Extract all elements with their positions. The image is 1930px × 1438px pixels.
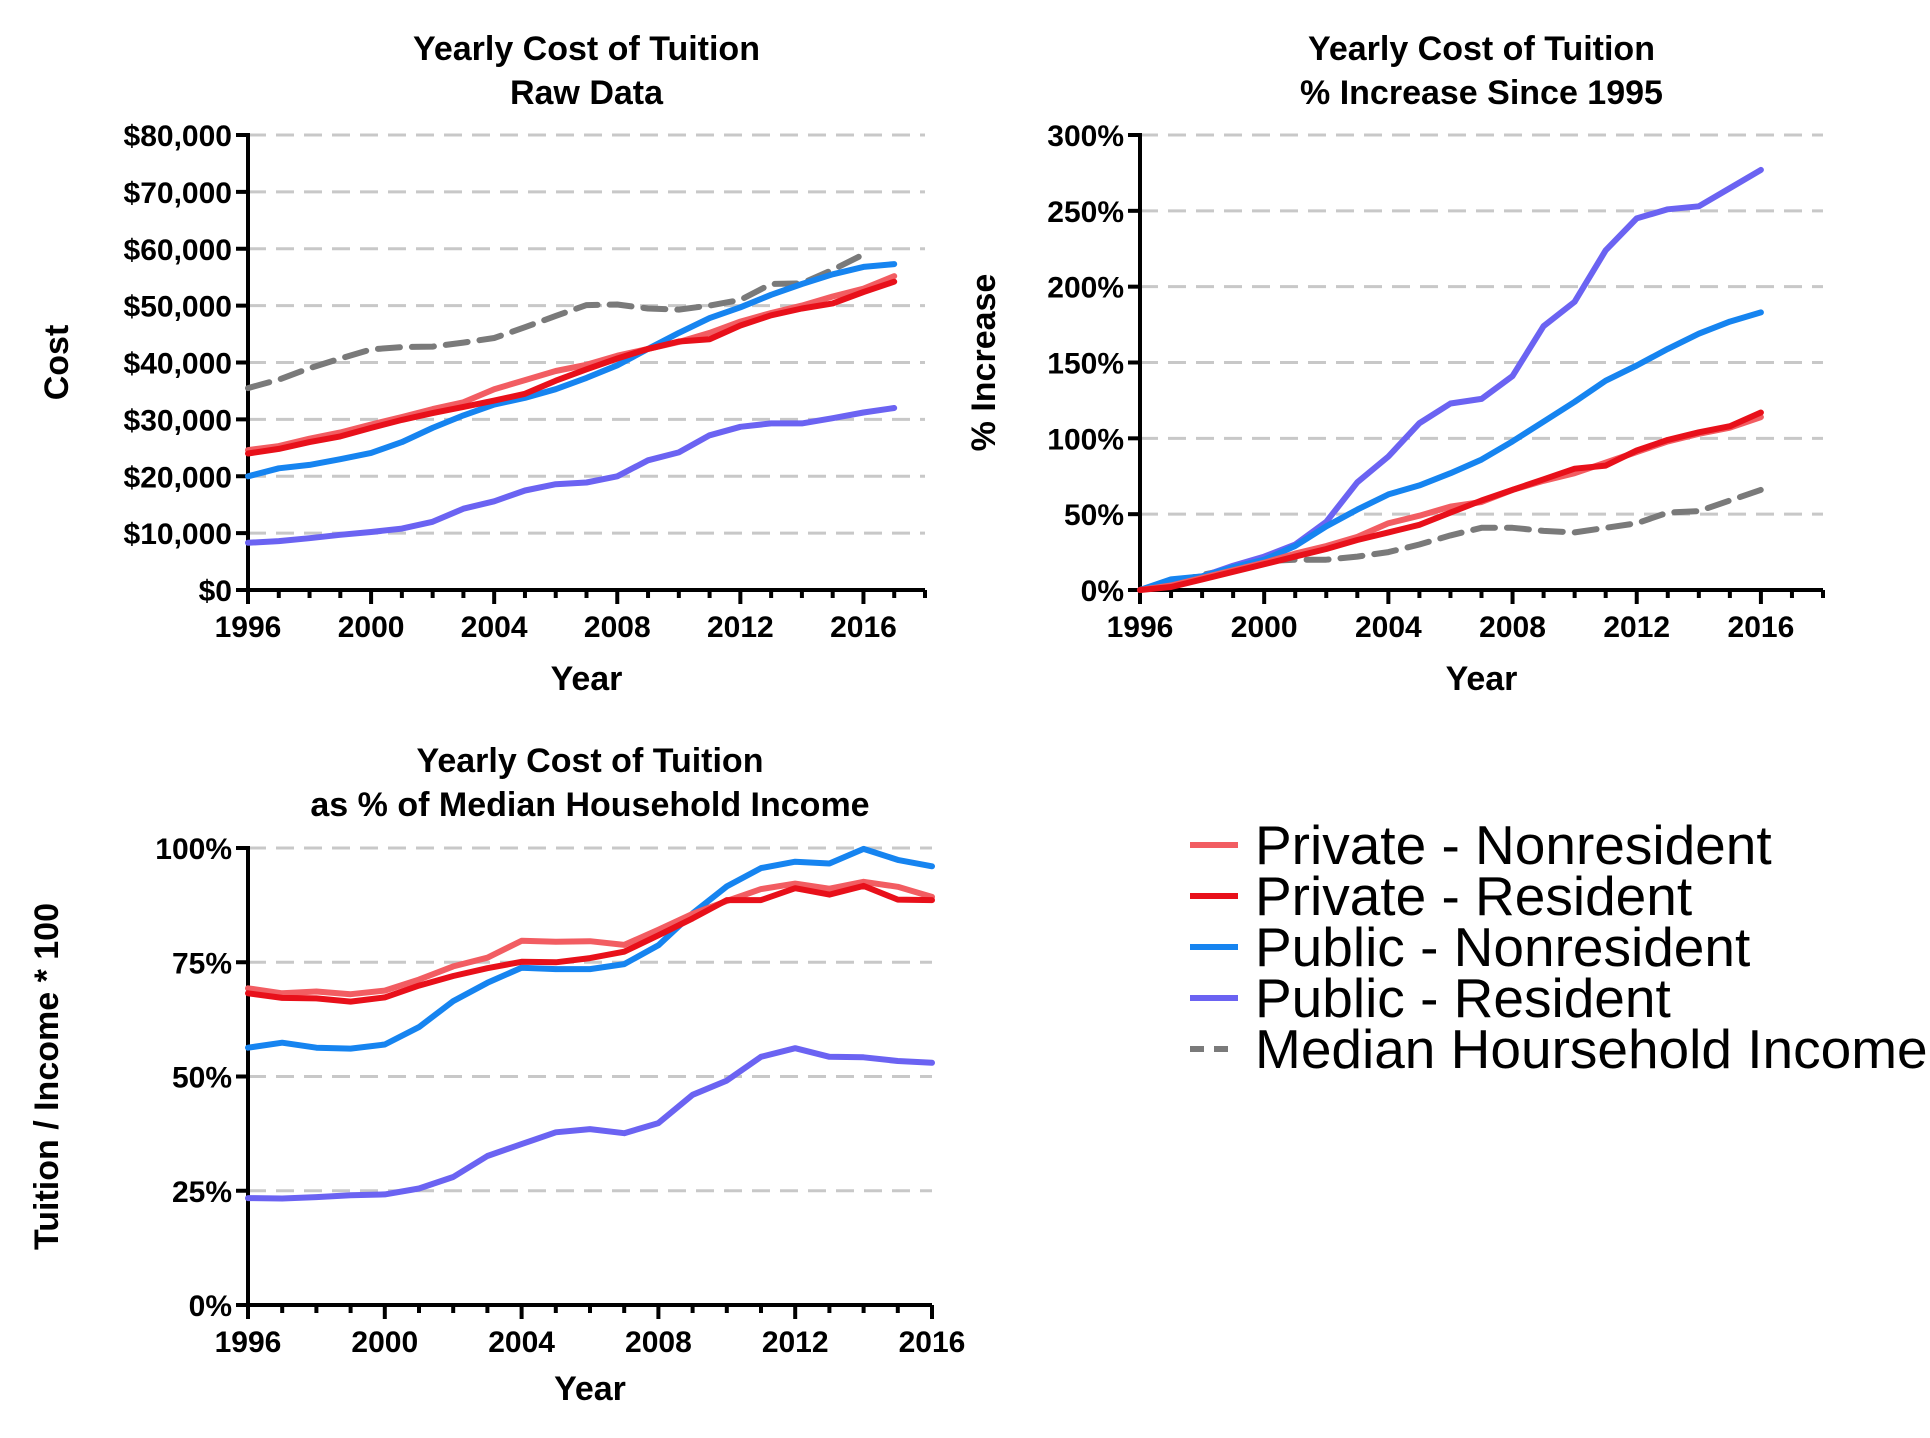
series-line-public-nonresident bbox=[245, 261, 898, 480]
series-line-private-resident bbox=[1137, 409, 1764, 593]
chart-percent-increase: Yearly Cost of Tuition % Increase Since 1… bbox=[965, 30, 1825, 698]
x-tick-label: 2004 bbox=[488, 1326, 555, 1359]
y-tick-label: 250% bbox=[1047, 196, 1124, 229]
y-tick-label: $60,000 bbox=[124, 234, 232, 267]
x-tick-label: 2012 bbox=[707, 611, 774, 644]
chart-title-line: Raw Data bbox=[510, 74, 664, 112]
x-tick-label: 2000 bbox=[351, 1326, 418, 1359]
y-tick-label: $50,000 bbox=[124, 291, 232, 324]
series-line-public-nonresident bbox=[1137, 309, 1764, 593]
series-line-public-nonresident bbox=[245, 845, 935, 1052]
x-tick-label: 2004 bbox=[1355, 611, 1422, 644]
y-tick-label: 200% bbox=[1047, 272, 1124, 305]
x-tick-label: 2012 bbox=[1603, 611, 1670, 644]
x-tick-label: 2000 bbox=[338, 611, 405, 644]
y-tick-label: 50% bbox=[172, 1062, 232, 1095]
y-tick-label: 300% bbox=[1047, 120, 1124, 153]
x-tick-label: 2008 bbox=[1479, 611, 1546, 644]
x-tick-label: 2008 bbox=[625, 1326, 692, 1359]
chart-title-line: Yearly Cost of Tuition bbox=[413, 30, 760, 68]
y-tick-label: $80,000 bbox=[124, 120, 232, 153]
y-tick-label: 25% bbox=[172, 1176, 232, 1209]
y-tick-label: $40,000 bbox=[124, 348, 232, 381]
y-tick-label: 100% bbox=[155, 833, 232, 866]
chart-title-line: Yearly Cost of Tuition bbox=[417, 742, 764, 780]
series-line-private-resident bbox=[245, 882, 935, 1005]
legend-item-private-resident: Private - Resident bbox=[1190, 865, 1692, 927]
x-tick-label: 1996 bbox=[215, 611, 282, 644]
x-tick-label: 2000 bbox=[1231, 611, 1298, 644]
legend-item-public-resident: Public - Resident bbox=[1190, 967, 1671, 1029]
series-line-public-resident bbox=[245, 1045, 935, 1202]
x-tick-label: 1996 bbox=[215, 1326, 282, 1359]
legend-label: Public - Nonresident bbox=[1255, 916, 1750, 978]
x-tick-label: 2008 bbox=[584, 611, 651, 644]
chart-raw-data: Yearly Cost of Tuition Raw Data $0 $10,000 $… bbox=[38, 30, 927, 698]
x-tick-label: 2004 bbox=[461, 611, 528, 644]
x-axis-title: Year bbox=[551, 660, 623, 698]
y-tick-label: 0% bbox=[1081, 575, 1124, 608]
legend-label: Private - Resident bbox=[1255, 865, 1692, 927]
y-tick-label: 75% bbox=[172, 947, 232, 980]
y-tick-label: $30,000 bbox=[124, 404, 232, 437]
y-axis-title: Cost bbox=[38, 325, 76, 401]
y-tick-label: 100% bbox=[1047, 423, 1124, 456]
series-line-private-nonresident bbox=[245, 878, 935, 998]
legend-item-median-income: Median Hoursehold Income bbox=[1190, 1018, 1928, 1080]
y-axis-title: Tuition / Income * 100 bbox=[28, 903, 66, 1250]
y-tick-label: 150% bbox=[1047, 348, 1124, 381]
x-axis-title: Year bbox=[1446, 660, 1518, 698]
legend-item-public-nonresident: Public - Nonresident bbox=[1190, 916, 1750, 978]
x-axis-title: Year bbox=[554, 1370, 626, 1408]
chart-title-line: Yearly Cost of Tuition bbox=[1308, 30, 1655, 68]
y-tick-label: $10,000 bbox=[124, 518, 232, 551]
legend-label: Median Hoursehold Income bbox=[1255, 1018, 1928, 1080]
y-tick-label: 0% bbox=[189, 1290, 232, 1323]
chart-title-line: as % of Median Household Income bbox=[310, 786, 869, 824]
y-tick-label: $70,000 bbox=[124, 177, 232, 210]
series-line-median-income bbox=[245, 251, 867, 392]
chart-title-line: % Increase Since 1995 bbox=[1300, 74, 1663, 112]
x-tick-label: 2016 bbox=[830, 611, 897, 644]
x-tick-label: 2012 bbox=[762, 1326, 829, 1359]
x-tick-label: 2016 bbox=[1728, 611, 1795, 644]
chart-percent-of-income: Yearly Cost of Tuition as % of Median Hou… bbox=[28, 742, 965, 1408]
x-tick-label: 1996 bbox=[1107, 611, 1174, 644]
y-axis-title: % Increase bbox=[965, 274, 1003, 452]
series-line-private-resident bbox=[245, 278, 898, 457]
legend-label: Public - Resident bbox=[1255, 967, 1671, 1029]
y-tick-label: 50% bbox=[1064, 499, 1124, 532]
series-line-public-resident bbox=[1137, 166, 1764, 593]
y-tick-label: $20,000 bbox=[124, 461, 232, 494]
series-line-public-resident bbox=[245, 405, 898, 546]
legend-item-private-nonresident: Private - Nonresident bbox=[1190, 814, 1772, 876]
legend-label: Private - Nonresident bbox=[1255, 814, 1772, 876]
y-tick-label: $0 bbox=[199, 575, 232, 608]
x-tick-label: 2016 bbox=[899, 1326, 966, 1359]
